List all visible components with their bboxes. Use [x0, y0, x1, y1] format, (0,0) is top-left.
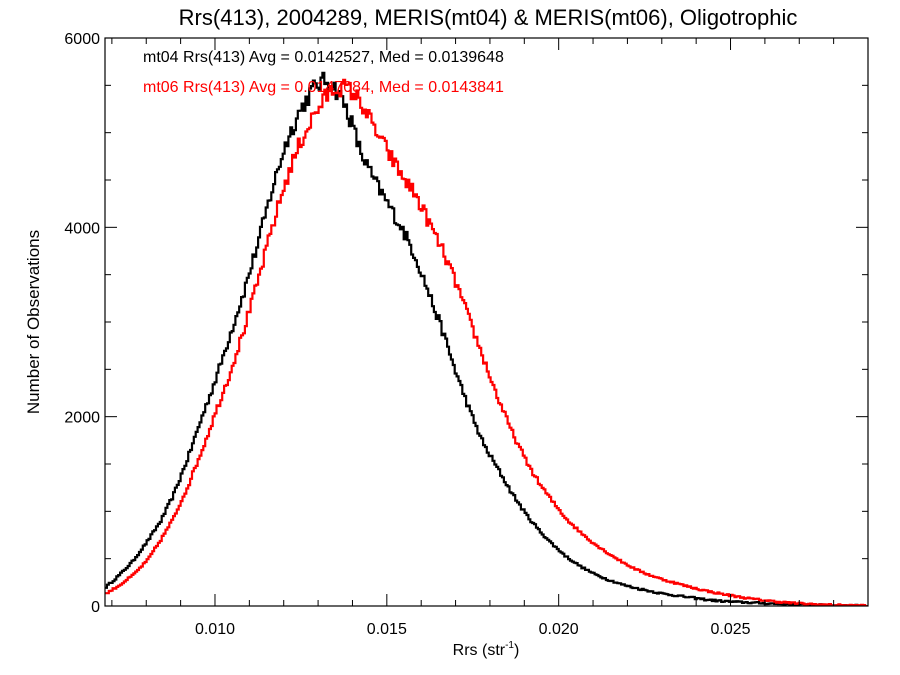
x-axis-label: Rrs (str-1) — [453, 640, 520, 659]
x-tick-label: 0.020 — [539, 621, 579, 638]
y-axis-label: Number of Observations — [24, 230, 43, 414]
y-tick-label: 0 — [91, 599, 100, 616]
x-tick-label: 0.025 — [710, 621, 750, 638]
annotation-mt04: mt04 Rrs(413) Avg = 0.0142527, Med = 0.0… — [143, 49, 504, 66]
annotation-mt06: mt06 Rrs(413) Avg = 0.0147084, Med = 0.0… — [143, 79, 504, 96]
chart-title: Rrs(413), 2004289, MERIS(mt04) & MERIS(m… — [179, 5, 798, 30]
x-tick-label: 0.015 — [367, 621, 407, 638]
y-tick-label: 6000 — [64, 31, 100, 48]
series-mt04-line — [105, 71, 868, 606]
y-tick-label: 2000 — [64, 410, 100, 427]
y-tick-label: 4000 — [64, 220, 100, 237]
x-tick-label: 0.010 — [195, 621, 235, 638]
series-mt06-line — [105, 78, 868, 606]
